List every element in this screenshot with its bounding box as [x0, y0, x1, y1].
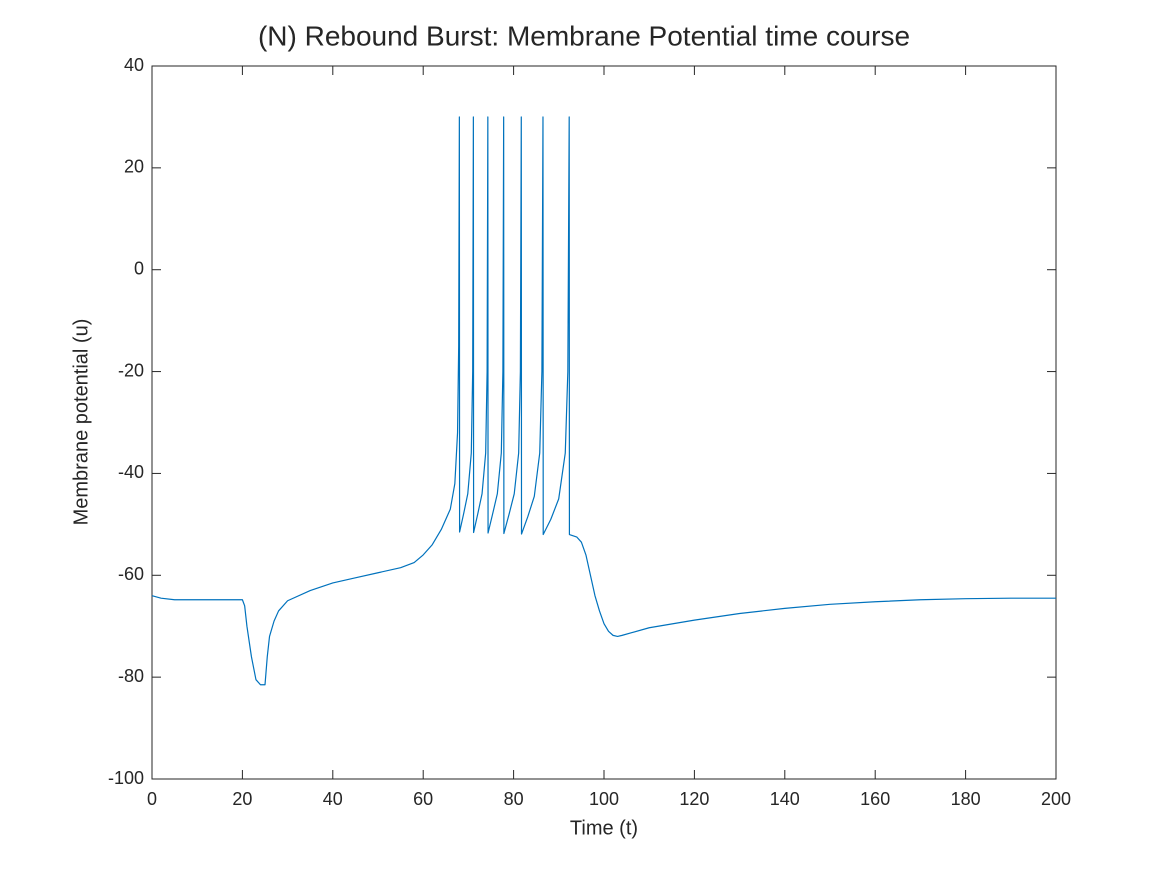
x-tick-label: 180 [951, 789, 981, 809]
x-tick-label: 0 [147, 789, 157, 809]
y-tick-label: -60 [118, 564, 144, 584]
y-tick-label: 20 [124, 157, 144, 177]
y-tick-label: -40 [118, 462, 144, 482]
x-axis-label: Time (t) [570, 817, 638, 839]
data-line [151, 116, 1056, 686]
y-axis-label: Membrane potential (u) [70, 319, 92, 526]
x-tick-label: 80 [504, 789, 524, 809]
x-tick-label: 60 [413, 789, 433, 809]
y-tick-label: -100 [108, 768, 144, 788]
x-tick-label: 160 [860, 789, 890, 809]
y-tick-label: 40 [124, 55, 144, 75]
x-tick-label: 20 [232, 789, 252, 809]
y-tick-label: 0 [134, 258, 144, 278]
x-tick-label: 120 [679, 789, 709, 809]
x-tick-label: 100 [589, 789, 619, 809]
plot-area [151, 65, 1057, 780]
y-tick-label: -20 [118, 360, 144, 380]
chart-title: (N) Rebound Burst: Membrane Potential ti… [258, 20, 910, 51]
x-tick-label: 40 [323, 789, 343, 809]
y-tick-label: -80 [118, 666, 144, 686]
x-tick-label: 200 [1041, 789, 1071, 809]
x-tick-label: 140 [770, 789, 800, 809]
